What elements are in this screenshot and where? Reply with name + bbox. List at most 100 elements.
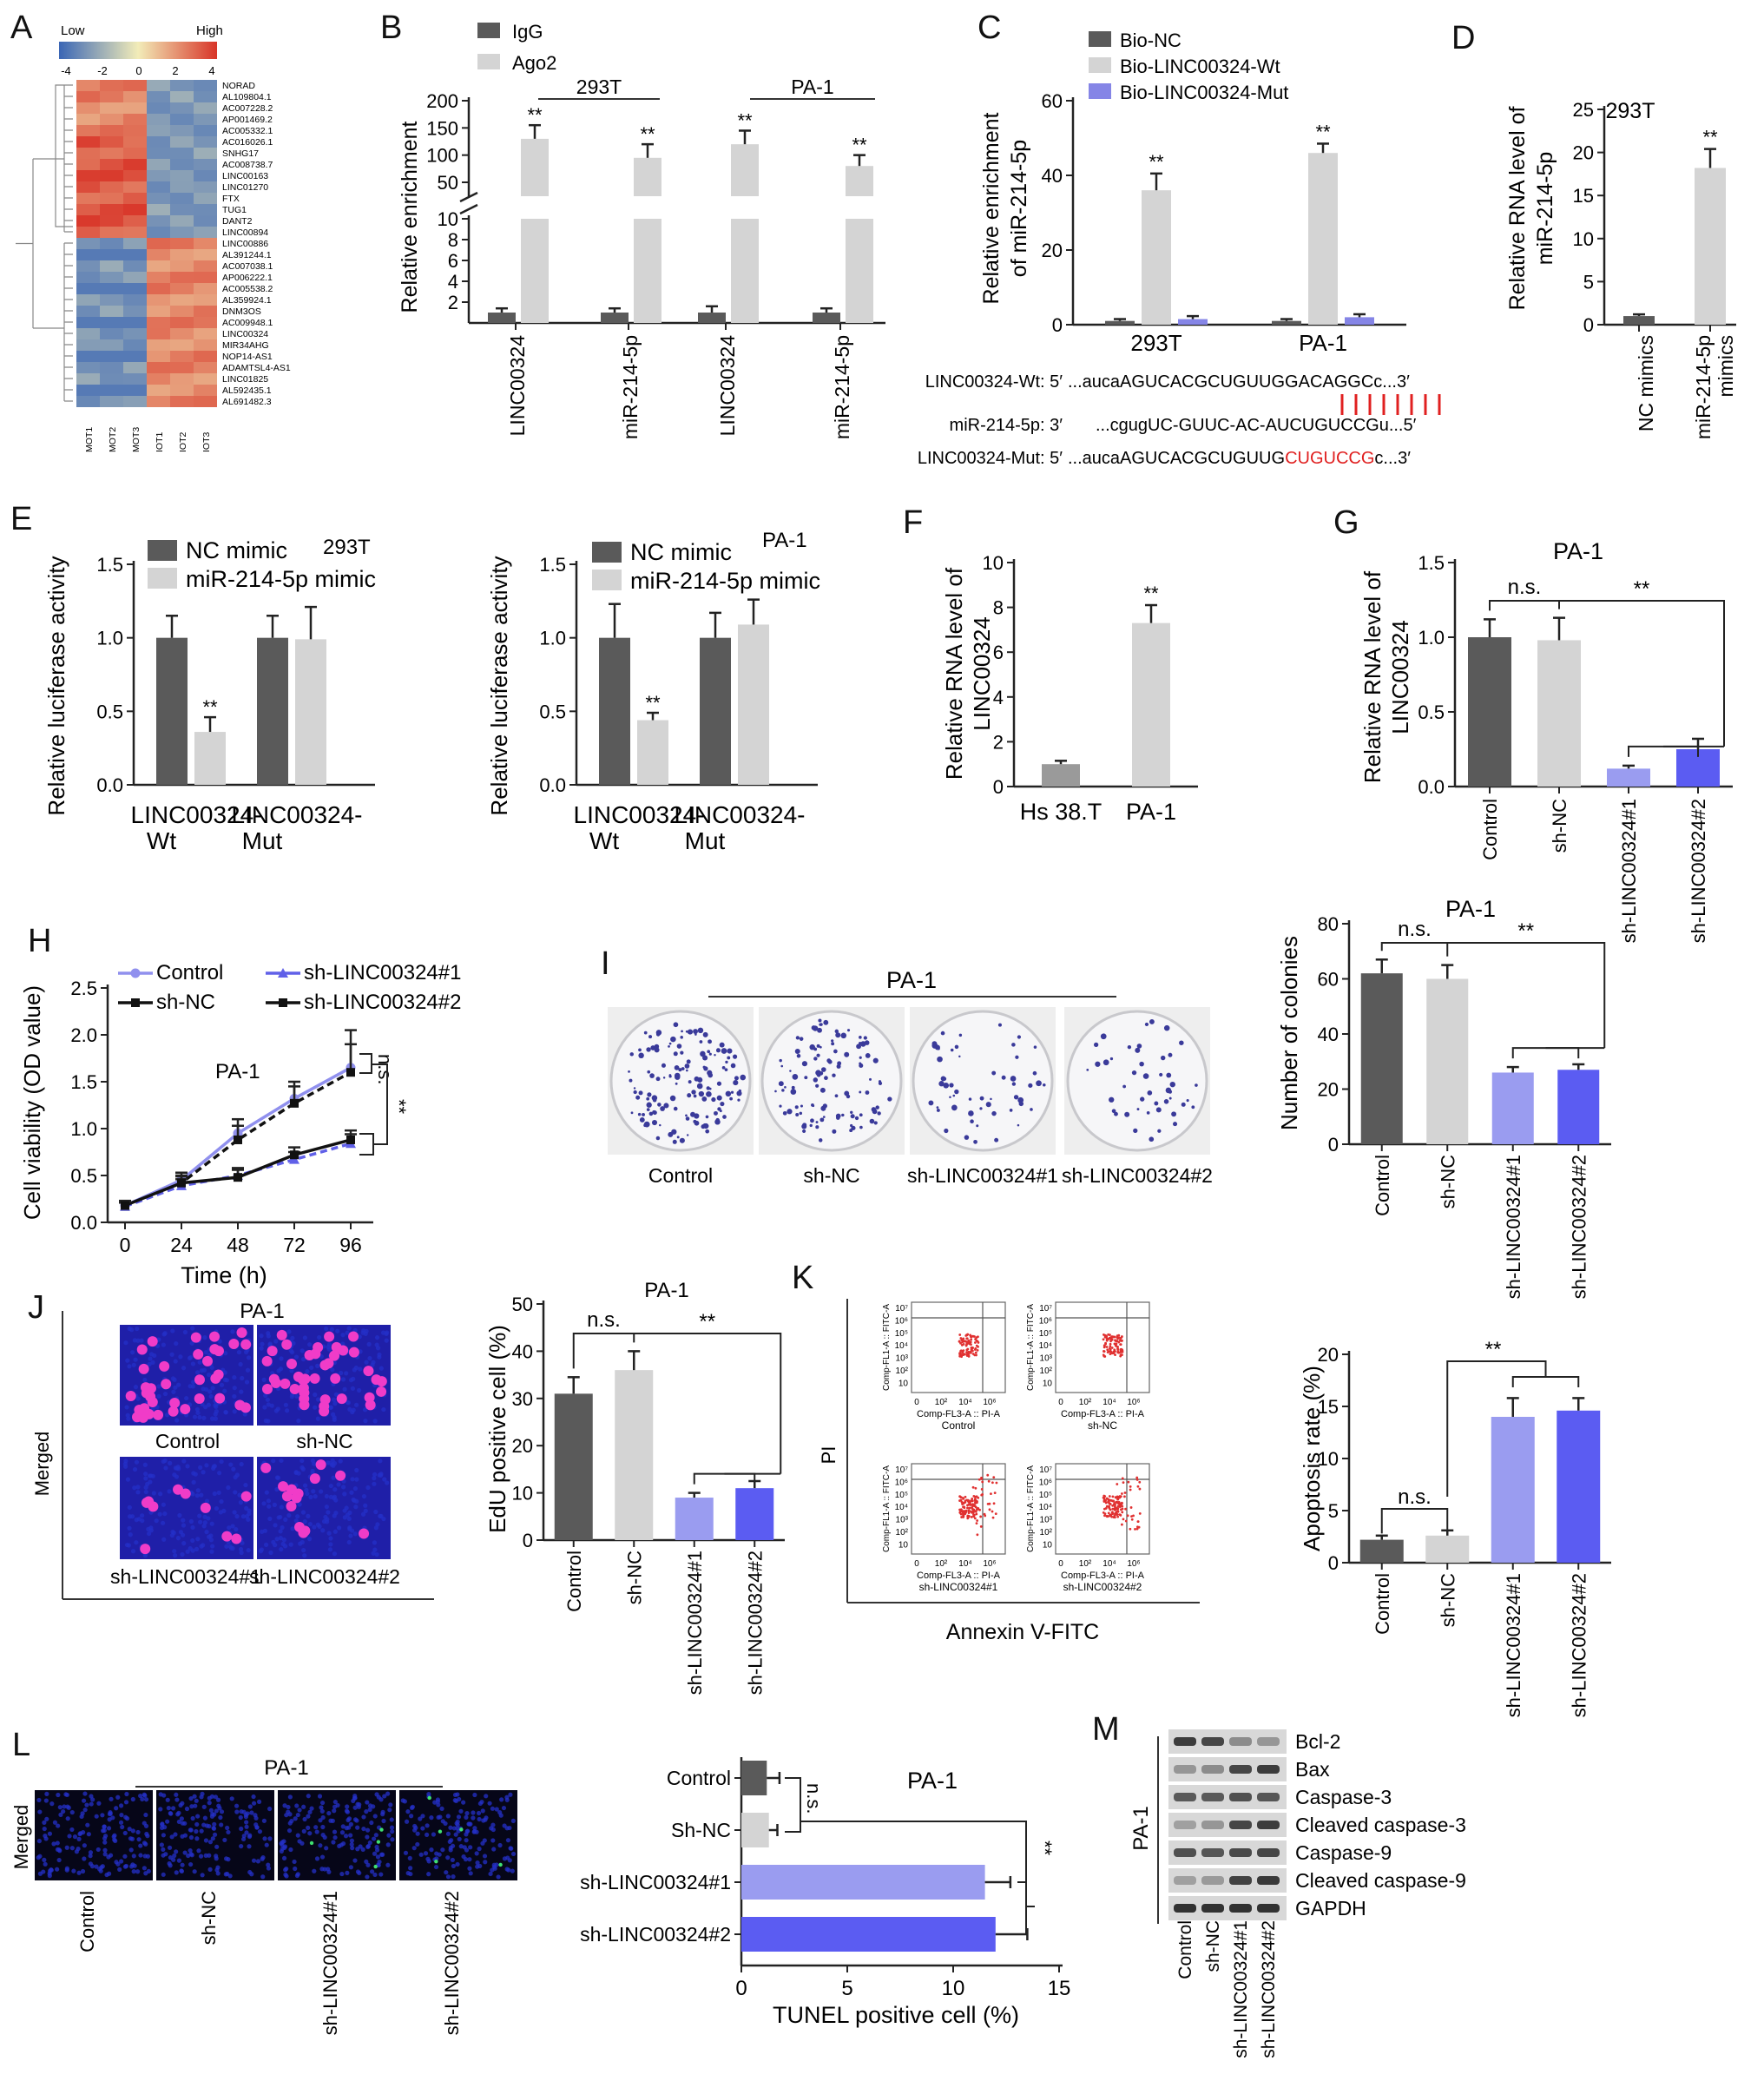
event bbox=[1103, 1355, 1107, 1358]
nucleus bbox=[223, 1410, 228, 1415]
nucleus bbox=[283, 1517, 288, 1522]
positive-cell bbox=[315, 1459, 326, 1471]
event bbox=[979, 1515, 983, 1518]
nucleus bbox=[198, 1465, 203, 1470]
nucleus bbox=[320, 1814, 326, 1821]
panel-h: Controlsh-NCsh-LINC00324#1sh-LINC00324#2… bbox=[19, 961, 461, 1288]
heatmap-cell bbox=[76, 170, 100, 181]
colony bbox=[705, 1115, 709, 1119]
gene-label: DANT2 bbox=[222, 216, 253, 227]
event bbox=[971, 1353, 975, 1355]
nucleus bbox=[346, 1825, 352, 1830]
panel-letter-h: H bbox=[28, 923, 51, 959]
positive-cell bbox=[140, 1544, 151, 1555]
colony bbox=[809, 1123, 813, 1128]
event bbox=[1121, 1511, 1124, 1514]
nucleus bbox=[352, 1498, 357, 1503]
flow-x-label: Comp-FL3-A :: PI-A bbox=[917, 1570, 1001, 1581]
x-tick-label: sh-LINC00324#2 bbox=[744, 1551, 766, 1695]
colony bbox=[673, 1022, 679, 1028]
heatmap-cell bbox=[123, 136, 147, 148]
nucleus bbox=[207, 1795, 212, 1801]
nucleus bbox=[114, 1806, 119, 1811]
event bbox=[1134, 1528, 1136, 1531]
nucleus bbox=[312, 1868, 317, 1873]
nucleus bbox=[132, 1485, 137, 1491]
nucleus bbox=[199, 1794, 204, 1800]
x-tick-label-line2: Wt bbox=[147, 827, 176, 854]
nucleus bbox=[158, 1491, 163, 1497]
heatmap-cell bbox=[76, 125, 100, 136]
positive-cell bbox=[161, 1379, 172, 1390]
event bbox=[960, 1516, 964, 1518]
nucleus bbox=[199, 1492, 204, 1498]
legend-label: sh-LINC00324#2 bbox=[304, 991, 461, 1014]
y-axis-label: Cell viability (OD value) bbox=[19, 985, 45, 1220]
flow-y-tick: 10⁶ bbox=[895, 1478, 908, 1487]
axis-break bbox=[459, 191, 478, 215]
colony bbox=[648, 1035, 653, 1039]
nucleus bbox=[175, 1536, 181, 1541]
heatmap-cell bbox=[123, 125, 147, 136]
nucleus bbox=[289, 1818, 294, 1824]
colony bbox=[859, 1113, 863, 1117]
heatmap-cell bbox=[76, 215, 100, 227]
heatmap-cell bbox=[76, 114, 100, 125]
heatmap-cell bbox=[170, 339, 194, 351]
nucleus bbox=[194, 1828, 199, 1834]
nucleus bbox=[499, 1797, 504, 1802]
nucleus bbox=[173, 1359, 178, 1364]
nucleus bbox=[315, 1363, 320, 1368]
colony bbox=[1154, 1101, 1159, 1106]
heatmap-cell bbox=[170, 114, 194, 125]
nucleus bbox=[229, 1796, 234, 1801]
event bbox=[958, 1495, 962, 1498]
nucleus bbox=[201, 1386, 206, 1392]
x-tick-label: 0 bbox=[120, 1234, 131, 1256]
y-tick-label: 2.0 bbox=[70, 1024, 97, 1046]
legend-label-bio-wt: Bio-LINC00324-Wt bbox=[1120, 56, 1280, 77]
colony bbox=[795, 1036, 800, 1040]
nucleus bbox=[266, 1498, 272, 1504]
event bbox=[959, 1498, 963, 1502]
colony bbox=[715, 1048, 721, 1053]
nucleus bbox=[288, 1542, 293, 1547]
nucleus bbox=[124, 1405, 129, 1410]
flow-y-tick: 10⁵ bbox=[895, 1329, 908, 1339]
group-bracket bbox=[1511, 1047, 1580, 1059]
nucleus bbox=[267, 1806, 273, 1812]
colony bbox=[985, 1102, 991, 1108]
heatmap-cell bbox=[194, 148, 217, 159]
flow-x-label: Comp-FL3-A :: PI-A bbox=[1061, 1570, 1145, 1581]
colony bbox=[784, 1086, 787, 1089]
y-tick-label: 8 bbox=[448, 229, 458, 251]
event bbox=[1102, 1496, 1105, 1499]
nucleus bbox=[291, 1340, 296, 1346]
nucleus bbox=[301, 1548, 306, 1553]
colony bbox=[1028, 1083, 1033, 1088]
positive-cell bbox=[376, 1386, 387, 1397]
nucleus bbox=[296, 1418, 301, 1424]
nucleus bbox=[313, 1405, 318, 1410]
x-tick-label: 15 bbox=[1048, 1977, 1071, 2000]
nucleus bbox=[208, 1808, 214, 1813]
colony bbox=[801, 1061, 808, 1067]
colony bbox=[638, 1090, 643, 1096]
colony bbox=[841, 1113, 845, 1117]
nucleus bbox=[355, 1801, 360, 1807]
heatmap-low-label: Low bbox=[61, 23, 85, 38]
colony bbox=[649, 1073, 655, 1078]
colony bbox=[832, 1073, 836, 1077]
positive-cell bbox=[309, 1473, 320, 1485]
bar-ago2-upper bbox=[634, 157, 662, 196]
bar bbox=[675, 1498, 714, 1540]
event bbox=[966, 1347, 970, 1351]
nucleus bbox=[498, 1813, 504, 1818]
event bbox=[962, 1497, 965, 1500]
event bbox=[959, 1337, 963, 1340]
ns-bracket bbox=[1380, 942, 1449, 957]
nucleus bbox=[233, 1490, 238, 1495]
legend-label-bio-mut: Bio-LINC00324-Mut bbox=[1120, 82, 1288, 103]
colony bbox=[654, 1047, 660, 1053]
y-tick-label: 1.5 bbox=[96, 554, 123, 576]
